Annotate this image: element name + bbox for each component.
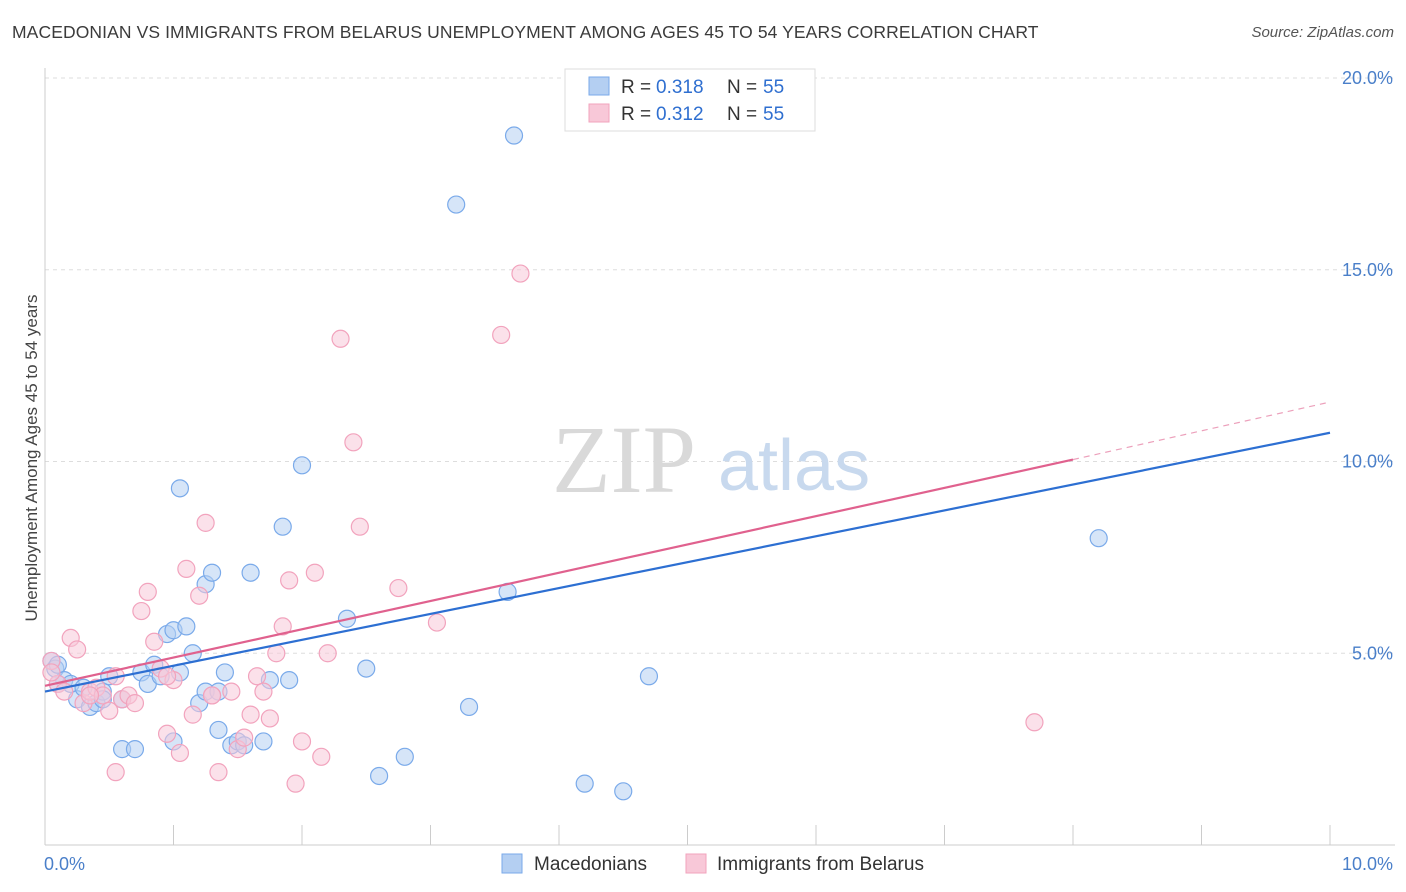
macedonians-point	[273, 517, 292, 536]
macedonians-trend-line	[44, 431, 1331, 693]
belarus-point	[68, 640, 87, 659]
legend-r-value-2: 0.312	[656, 104, 704, 125]
belarus-point	[389, 578, 408, 598]
belarus-point	[235, 728, 254, 747]
belarus-point	[145, 632, 164, 651]
belarus-point	[132, 601, 151, 621]
belarus-point	[42, 663, 61, 682]
belarus-point	[241, 705, 260, 724]
axes	[44, 68, 1395, 846]
legend-swatch-belarus	[588, 103, 610, 123]
belarus-point	[125, 694, 145, 713]
belarus-point	[305, 563, 324, 582]
tick-labels: 5.0% 10.0% 15.0% 20.0% 0.0% 10.0%	[44, 68, 1393, 874]
belarus-point	[247, 667, 267, 686]
macedonians-point	[177, 617, 196, 636]
belarus-point	[202, 686, 222, 705]
macedonians-point	[125, 740, 145, 759]
belarus-point	[492, 325, 511, 345]
legend: R = 0.318 N = 55 R = 0.312 N = 55	[564, 68, 816, 132]
belarus-point	[350, 517, 369, 536]
belarus-point	[254, 682, 273, 701]
belarus-point	[100, 701, 119, 720]
belarus-point	[157, 667, 177, 686]
legend-r-label-2: R =	[621, 104, 651, 125]
legend-r-value-1: 0.318	[656, 77, 704, 98]
macedonians-point	[1089, 529, 1108, 548]
macedonians-point	[639, 667, 659, 686]
macedonians-point	[459, 697, 479, 717]
series-swatch-macedonians	[501, 853, 523, 874]
belarus-point	[344, 433, 363, 452]
belarus-point	[80, 686, 100, 705]
macedonians-point	[447, 195, 466, 214]
data-points	[42, 126, 1108, 801]
macedonians-point	[202, 563, 222, 582]
series-label-macedonians: Macedonians	[534, 854, 647, 875]
belarus-point	[170, 743, 190, 763]
macedonians-point	[614, 782, 633, 801]
legend-r-label-1: R =	[621, 77, 651, 98]
belarus-point	[331, 329, 350, 348]
belarus-point	[190, 586, 209, 605]
watermark-zip: ZIP	[552, 406, 696, 513]
y-axis-label: Unemployment Among Ages 45 to 54 years	[22, 295, 41, 622]
macedonians-point	[254, 732, 273, 751]
macedonians-point	[280, 670, 299, 690]
legend-n-label-2: N =	[727, 104, 757, 125]
belarus-point	[209, 763, 228, 782]
source-credit: Source: ZipAtlas.com	[1251, 24, 1394, 41]
belarus-point	[177, 559, 196, 578]
watermark: ZIP atlas	[552, 406, 870, 513]
macedonians-point	[215, 663, 234, 682]
belarus-point	[106, 763, 125, 782]
series-legend: Macedonians Immigrants from Belarus	[501, 853, 924, 875]
belarus-point	[138, 582, 157, 601]
macedonians-point	[575, 774, 594, 793]
legend-n-value-1: 55	[763, 77, 784, 98]
legend-n-label-1: N =	[727, 77, 757, 98]
belarus-point	[157, 724, 177, 743]
macedonians-point	[357, 659, 376, 678]
belarus-point	[511, 264, 530, 283]
belarus-trend-extension	[1072, 401, 1331, 461]
series-swatch-belarus	[685, 853, 707, 874]
belarus-point	[280, 571, 299, 590]
belarus-point	[1025, 713, 1044, 732]
x-tick-label: 10.0%	[1342, 854, 1393, 874]
belarus-point	[427, 613, 447, 632]
belarus-trend-line	[44, 458, 1074, 687]
belarus-point	[312, 747, 331, 766]
y-tick-label: 20.0%	[1342, 68, 1393, 88]
belarus-point	[196, 513, 215, 532]
watermark-atlas: atlas	[718, 426, 870, 506]
macedonians-point	[170, 479, 190, 498]
belarus-point	[260, 709, 279, 728]
belarus-point	[292, 732, 312, 751]
series-label-belarus: Immigrants from Belarus	[717, 854, 924, 875]
legend-n-value-2: 55	[763, 104, 784, 125]
belarus-point	[273, 617, 292, 636]
belarus-point	[222, 682, 241, 701]
y-tick-label: 15.0%	[1342, 260, 1393, 280]
chart-title: MACEDONIAN VS IMMIGRANTS FROM BELARUS UN…	[12, 22, 1039, 42]
belarus-point	[183, 705, 202, 724]
y-tick-label: 10.0%	[1342, 452, 1393, 472]
legend-swatch-macedonians	[588, 76, 610, 96]
macedonians-point	[370, 766, 389, 786]
macedonians-point	[395, 747, 414, 766]
x-tick-label: 0.0%	[44, 854, 85, 874]
belarus-point	[286, 774, 305, 793]
macedonians-point	[504, 126, 524, 145]
belarus-point	[318, 644, 337, 663]
macedonians-point	[292, 456, 312, 475]
trend-lines	[44, 401, 1331, 693]
y-tick-label: 5.0%	[1352, 643, 1393, 663]
macedonians-point	[241, 563, 260, 582]
macedonians-point	[209, 720, 228, 740]
